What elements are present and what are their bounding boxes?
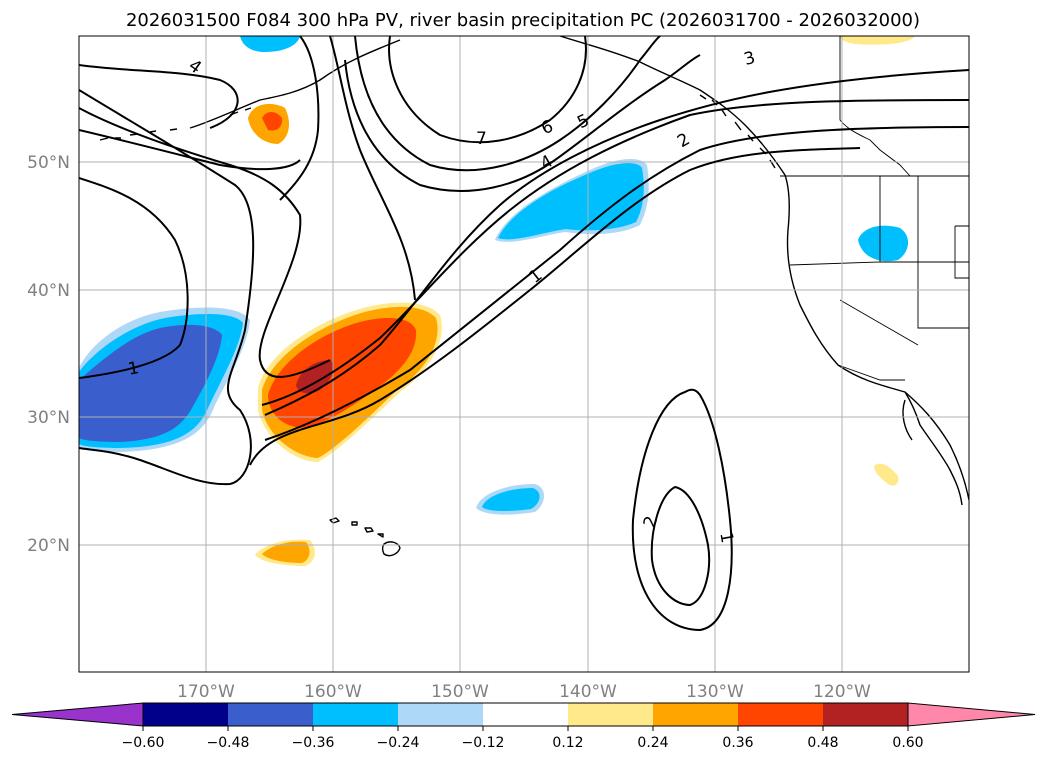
shade-pos-baja (874, 463, 899, 486)
shade-neg-top (240, 36, 300, 52)
colorbar-tick-label: −0.60 (122, 735, 165, 751)
contour-ridge-a (79, 107, 331, 378)
shade-pos-topright (840, 36, 915, 45)
contour-outer (79, 89, 255, 486)
lon-label: 170°W (177, 682, 235, 702)
shade-pos-north-red (262, 112, 283, 131)
colorbar-tick-label: 0.48 (807, 735, 838, 751)
coast-alaska (189, 36, 969, 501)
coast-aleutians (99, 107, 252, 141)
figure-title: 2026031500 F084 300 hPa PV, river basin … (126, 10, 920, 31)
border-us-mexico (837, 364, 905, 381)
colorbar-tick-label: 0.36 (722, 735, 753, 751)
precip-shading (79, 36, 915, 566)
lon-label: 160°W (304, 682, 362, 702)
lon-label: 140°W (559, 682, 617, 702)
lat-label: 30°N (27, 408, 70, 428)
colorbar-extend-low (11, 702, 144, 727)
contour-inner-5 (344, 54, 701, 192)
contour-trough-1 (279, 36, 320, 201)
contour-jet-4 (264, 69, 969, 416)
colorbar-outline (142, 702, 909, 727)
colorbar-tick-label: −0.48 (207, 735, 250, 751)
colorbar-tick-label: −0.12 (462, 735, 505, 751)
colorbar-tick-label: 0.12 (552, 735, 583, 751)
colorbar-segment (483, 703, 568, 726)
contour-ridge-b (79, 129, 301, 171)
colorbar-tick-label: −0.36 (292, 735, 335, 751)
colorbar-tick-label: 0.24 (637, 735, 668, 751)
lon-label: 130°W (686, 682, 744, 702)
lat-label: 20°N (27, 536, 70, 556)
contour-label: 1 (127, 358, 141, 380)
shade-neg-south-mid (482, 488, 540, 512)
contour-jet-1 (249, 147, 861, 466)
contour-trough-2 (329, 36, 416, 301)
contour-jet-3 (261, 99, 969, 406)
coast-hawaii (329, 517, 401, 557)
colorbar-tick-label: −0.24 (377, 735, 420, 751)
longitude-labels: 170°W 160°W 150°W 140°W 130°W 120°W (177, 682, 871, 702)
colorbar-segment (228, 703, 313, 726)
contour-south-1 (631, 388, 733, 632)
contour-west-1 (79, 177, 189, 379)
colorbar-segment (823, 703, 908, 726)
lat-label: 50°N (27, 153, 70, 173)
lon-label: 150°W (431, 682, 489, 702)
colorbar-segment (313, 703, 398, 726)
shade-pos-south-orange (262, 541, 310, 563)
pv-contours (79, 36, 969, 632)
contour-inner-6 (354, 36, 661, 172)
contour-south-2 (650, 485, 711, 607)
map-panel: 4 7 6 5 3 2 4 1 1 2 1 (79, 36, 969, 672)
contour-inner-7 (388, 36, 587, 144)
colorbar-tick-label: 0.60 (892, 735, 923, 751)
colorbar-segment (653, 703, 738, 726)
latitude-labels: 50°N 40°N 30°N 20°N (27, 153, 70, 556)
shade-neg-dark-west (79, 324, 222, 442)
map-frame (78, 35, 970, 673)
coastlines (99, 36, 969, 557)
lon-label: 120°W (813, 682, 871, 702)
colorbar-extend-high (907, 702, 1036, 727)
shade-neg-mid-central (498, 163, 644, 240)
contour-west-4 (79, 64, 239, 129)
contour-label: 3 (742, 48, 758, 70)
contour-label: 7 (476, 129, 487, 149)
colorbar-segment (143, 703, 228, 726)
coast-baja (902, 391, 963, 506)
contour-jet-2 (264, 126, 969, 441)
colorbar-segment (568, 703, 653, 726)
political-borders (780, 36, 969, 381)
colorbar-segment (398, 703, 483, 726)
colorbar: −0.60 −0.48 −0.36 −0.24 −0.12 0.12 0.24 0.36 0.4… (11, 702, 1036, 751)
gridlines (79, 36, 969, 672)
lat-label: 40°N (27, 281, 70, 301)
shade-neg-east (858, 225, 909, 262)
border-states (789, 176, 969, 381)
contour-label: 1 (715, 531, 737, 545)
colorbar-segment (738, 703, 823, 726)
border-alaska-canada (839, 36, 911, 177)
